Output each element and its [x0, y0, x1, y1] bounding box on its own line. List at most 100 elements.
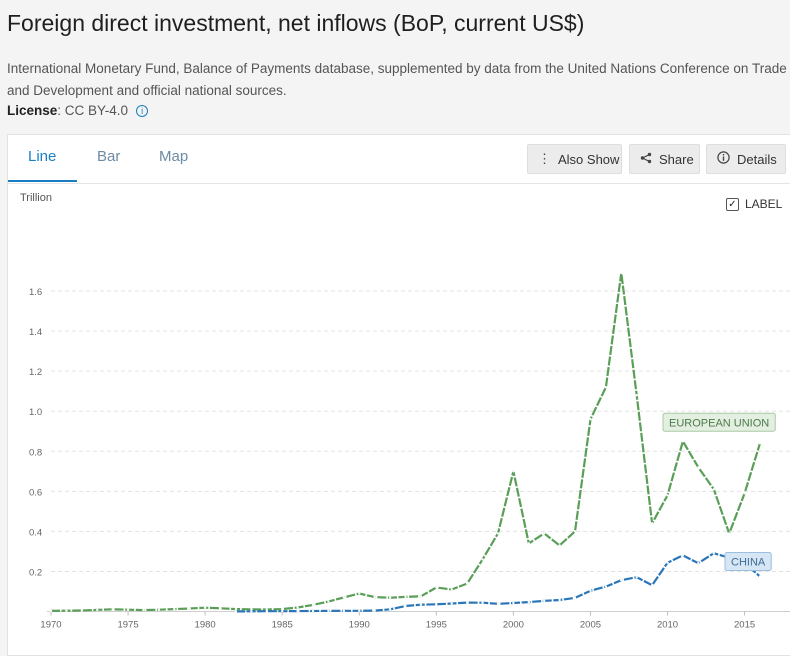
data-point — [342, 609, 346, 613]
data-point — [496, 602, 500, 606]
tab-bar[interactable]: Bar — [97, 148, 121, 165]
data-point — [435, 603, 438, 606]
data-point — [743, 492, 746, 495]
source-line-1: International Monetary Fund, Balance of … — [7, 61, 787, 76]
also-show-button[interactable]: ⋮ Also Show — [527, 144, 622, 174]
data-point — [142, 608, 145, 612]
data-point — [311, 603, 315, 607]
data-point — [727, 532, 731, 535]
tab-line[interactable]: Line — [28, 148, 57, 165]
x-tick-label: 2015 — [734, 620, 755, 631]
x-tick-label: 1980 — [195, 620, 216, 631]
data-point — [650, 584, 654, 587]
data-point — [481, 558, 484, 561]
x-tick-label: 1975 — [117, 620, 138, 631]
license: License : CC BY-4.0 i — [7, 103, 149, 118]
data-point — [296, 606, 299, 609]
label-checkbox[interactable]: ✓ — [726, 197, 739, 211]
details-label: Details — [737, 151, 777, 167]
data-point — [49, 609, 53, 613]
data-point — [173, 607, 176, 611]
y-tick-label: 0.4 — [29, 527, 42, 538]
data-point — [373, 609, 376, 612]
data-point — [620, 579, 623, 582]
data-point — [404, 595, 407, 599]
label-toggle-text: LABEL — [745, 197, 783, 211]
data-point — [573, 530, 577, 533]
x-tick-label: 1970 — [40, 620, 61, 631]
data-point — [404, 604, 407, 608]
data-point — [465, 601, 469, 604]
y-tick-label: 1.2 — [29, 367, 42, 378]
data-point — [758, 575, 762, 578]
data-point — [342, 596, 346, 599]
line-chart: 0.2 0.4 0.6 0.8 1.0 1.2 1.4 1.6 1970 1975 1980 1985… — [29, 271, 790, 631]
share-button[interactable]: Share — [629, 144, 700, 174]
data-point — [419, 603, 423, 606]
vertical-dots-icon: ⋮ — [538, 151, 551, 166]
y-tick-label: 0.2 — [29, 567, 42, 578]
data-point — [234, 610, 238, 613]
data-point — [512, 601, 515, 605]
data-point — [635, 394, 638, 397]
data-point — [265, 608, 268, 611]
data-point — [327, 609, 330, 613]
data-point — [219, 607, 222, 610]
share-icon — [640, 152, 652, 167]
data-point — [697, 561, 700, 565]
info-icon[interactable]: i — [136, 104, 149, 117]
page-title: Foreign direct investment, net inflows (… — [7, 10, 585, 36]
data-point — [650, 522, 654, 525]
x-tick-label: 2010 — [657, 620, 678, 631]
data-point — [280, 607, 284, 611]
data-point — [203, 606, 207, 609]
y-tick-label: 0.8 — [29, 447, 42, 458]
data-point — [65, 609, 68, 612]
data-point — [435, 586, 438, 589]
data-point — [543, 599, 546, 603]
x-tick-label: 1995 — [426, 620, 447, 631]
data-point — [250, 610, 253, 613]
data-point — [234, 607, 238, 611]
series-label: EUROPEAN UNION — [669, 417, 769, 429]
tab-map[interactable]: Map — [159, 148, 189, 165]
y-tick-label: 0.6 — [29, 487, 42, 498]
series-label-box — [724, 552, 772, 572]
y-axis-unit-label: Trillion — [20, 192, 52, 204]
data-point — [543, 532, 546, 535]
data-point — [620, 271, 623, 275]
series-label-box — [662, 412, 776, 432]
data-point — [280, 609, 284, 613]
data-point — [111, 608, 114, 611]
data-point — [96, 608, 99, 612]
data-point — [512, 470, 515, 473]
data-point — [296, 609, 299, 613]
x-tick-label: 1990 — [349, 620, 370, 631]
data-point — [188, 607, 191, 610]
chart-tabs: Line Bar Map ⋮ Also Show Share Details — [8, 135, 790, 184]
series-label: CHINA — [731, 557, 766, 569]
details-button[interactable]: Details — [706, 144, 786, 174]
source-description: International Monetary Fund, Balance of … — [7, 58, 790, 102]
label-toggle[interactable]: ✓ LABEL — [726, 197, 782, 211]
data-point — [481, 601, 484, 604]
data-point — [388, 596, 392, 599]
license-value[interactable]: : CC BY-4.0 — [57, 103, 129, 118]
data-point — [265, 610, 268, 613]
info-icon — [717, 151, 730, 167]
share-label: Share — [659, 151, 694, 167]
data-point — [527, 600, 531, 604]
series-line — [50, 271, 762, 612]
license-label: License — [7, 103, 58, 118]
data-point — [358, 592, 361, 595]
chart-panel: Line Bar Map ⋮ Also Show Share Details T… — [7, 134, 790, 656]
x-tick-label: 2005 — [580, 620, 601, 631]
data-point — [126, 608, 130, 611]
data-point — [496, 532, 500, 535]
data-point — [311, 609, 315, 613]
data-point — [419, 595, 423, 598]
data-point — [604, 385, 608, 389]
data-point — [373, 595, 376, 599]
data-point — [558, 598, 561, 602]
x-tick-label: 1985 — [272, 620, 293, 631]
